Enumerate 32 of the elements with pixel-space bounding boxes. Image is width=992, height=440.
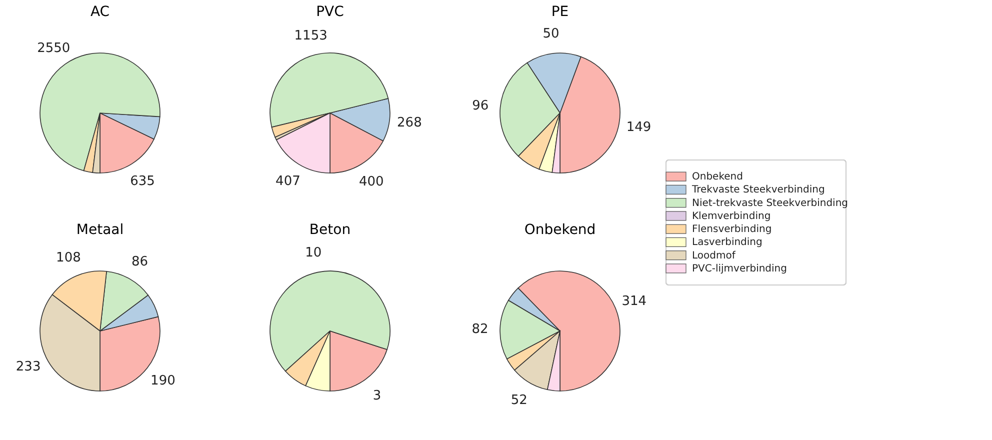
legend-label: Flensverbinding — [692, 224, 772, 236]
chart-title: Onbekend — [524, 222, 596, 238]
legend-label: Trekvaste Steekverbinding — [691, 184, 825, 196]
data-label: 3 — [372, 388, 382, 404]
chart-title: PVC — [316, 4, 344, 20]
data-label: 2550 — [37, 40, 70, 56]
legend-label: Niet-trekvaste Steekverbinding — [692, 198, 848, 209]
chart-title: AC — [90, 4, 110, 20]
data-label: 190 — [150, 373, 176, 388]
data-label: 314 — [622, 294, 647, 309]
data-label: 96 — [472, 98, 489, 114]
data-label: 635 — [130, 174, 155, 189]
data-label: 86 — [131, 254, 148, 270]
data-label: 400 — [358, 174, 384, 190]
chart-title: PE — [551, 4, 569, 20]
legend-label: Lasverbinding — [692, 237, 762, 248]
legend-label: Onbekend — [692, 172, 743, 183]
data-label: 82 — [472, 322, 488, 338]
legend-label: Klemverbinding — [692, 210, 771, 222]
data-label: 1153 — [294, 28, 328, 44]
data-label: 10 — [305, 246, 322, 261]
legend-label: PVC-lijmverbinding — [692, 263, 787, 274]
data-label: 52 — [510, 392, 528, 408]
chart-title: Beton — [309, 222, 351, 238]
data-label: 149 — [626, 120, 652, 136]
data-label: 233 — [16, 360, 41, 375]
chart-title: Metaal — [76, 222, 124, 238]
data-label: 407 — [276, 174, 300, 190]
data-label: 108 — [56, 250, 81, 266]
data-label: 50 — [542, 26, 560, 42]
legend-label: Loodmof — [692, 250, 736, 262]
data-label: 268 — [397, 115, 422, 130]
